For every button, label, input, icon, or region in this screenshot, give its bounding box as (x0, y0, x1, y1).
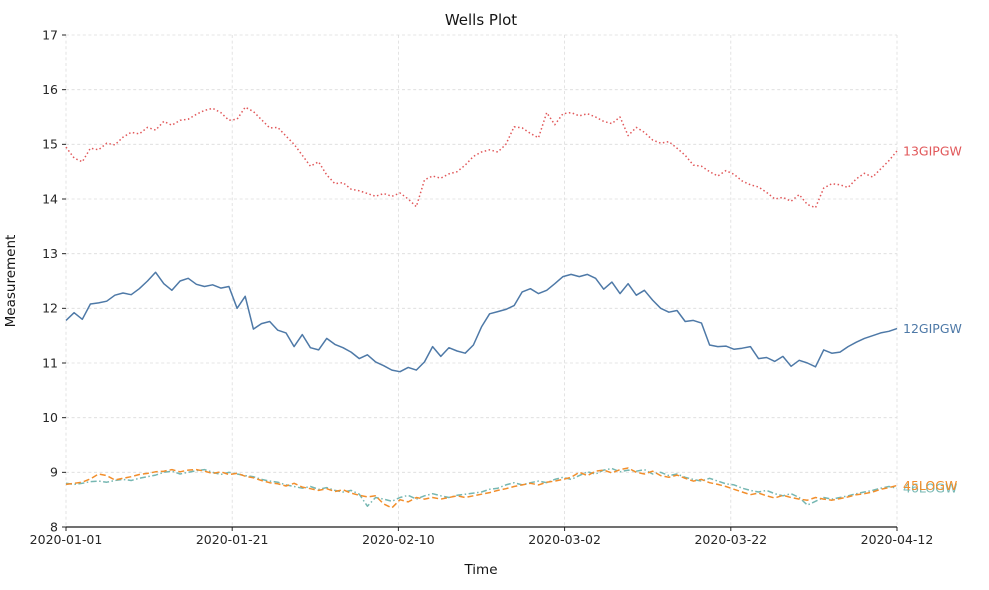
series-line-45logw (65, 467, 898, 509)
x-tick-label: 2020-01-21 (196, 532, 269, 547)
y-tick-label: 14 (42, 191, 58, 206)
series-line-13gipgw (65, 106, 898, 209)
series-end-labels: 13GIPGW 12GIPGW 46LOGW 45LOGW (903, 143, 962, 495)
series-label-13gipgw: 13GIPGW (903, 143, 962, 158)
y-tick-label: 11 (42, 355, 58, 370)
gridlines (65, 34, 898, 528)
y-tick-label: 12 (42, 301, 58, 316)
series-label-12gipgw: 12GIPGW (903, 321, 962, 336)
series-label-46logw: 46LOGW (903, 481, 957, 496)
series-line-12gipgw (65, 271, 898, 373)
y-tick-label: 10 (42, 410, 58, 425)
tick-labels: 8 9 10 11 12 13 14 15 16 17 2020-01-01 2020-01-21 20… (30, 27, 934, 547)
y-tick-label: 16 (42, 82, 58, 97)
y-tick-label: 17 (42, 27, 58, 42)
x-tick-label: 2020-03-22 (694, 532, 767, 547)
y-tick-label: 8 (50, 519, 58, 534)
x-tick-label: 2020-04-12 (861, 532, 934, 547)
chart-title: Wells Plot (445, 11, 517, 29)
x-tick-label: 2020-02-10 (362, 532, 435, 547)
y-axis-label: Measurement (3, 235, 19, 328)
x-tick-label: 2020-03-02 (528, 532, 601, 547)
x-axis-label: Time (463, 562, 497, 578)
y-tick-label: 9 (50, 465, 58, 480)
y-tick-label: 13 (42, 246, 58, 261)
series-label-45logw: 45LOGW (903, 478, 957, 493)
y-tick-label: 15 (42, 137, 58, 152)
series-line-46logw (65, 467, 898, 507)
axes (62, 34, 898, 531)
series-lines (65, 106, 898, 509)
x-tick-label: 2020-01-01 (30, 532, 103, 547)
